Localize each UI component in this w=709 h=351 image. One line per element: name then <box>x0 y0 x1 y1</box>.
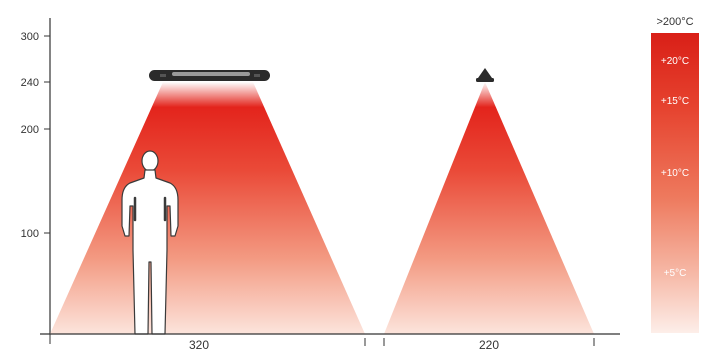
heater-1-group <box>50 70 365 334</box>
temperature-scale-bar <box>651 33 699 333</box>
panel-heater-icon <box>149 70 270 81</box>
spread-label-heater-2: 220 <box>479 338 499 351</box>
scale-level-label: +10°C <box>661 168 689 179</box>
scale-level-label: +15°C <box>661 96 689 107</box>
height-axis: 300 240 200 100 <box>21 18 51 334</box>
scale-level-label: +5°C <box>664 268 687 279</box>
tick-label: 100 <box>21 228 39 240</box>
spread-label-heater-1: 320 <box>189 338 209 351</box>
heater-2-group <box>384 68 594 334</box>
tick-label: 300 <box>21 31 39 43</box>
heat-cone-1 <box>50 82 365 334</box>
scale-level-label: +20°C <box>661 56 689 67</box>
tick-300: 300 <box>21 31 50 43</box>
tick-100: 100 <box>21 228 50 240</box>
temperature-scale: >200°C +20°C +15°C +10°C +5°C <box>651 16 699 333</box>
tick-200: 200 <box>21 124 50 136</box>
scale-top-label: >200°C <box>656 16 693 28</box>
tick-label: 240 <box>21 77 39 89</box>
person-silhouette-icon <box>121 150 179 335</box>
ground-line: 320 220 <box>40 333 620 351</box>
heat-cone-2 <box>384 82 594 334</box>
bulb-heater-icon <box>476 68 494 82</box>
tick-label: 200 <box>21 124 39 136</box>
tick-240: 240 <box>21 77 50 89</box>
